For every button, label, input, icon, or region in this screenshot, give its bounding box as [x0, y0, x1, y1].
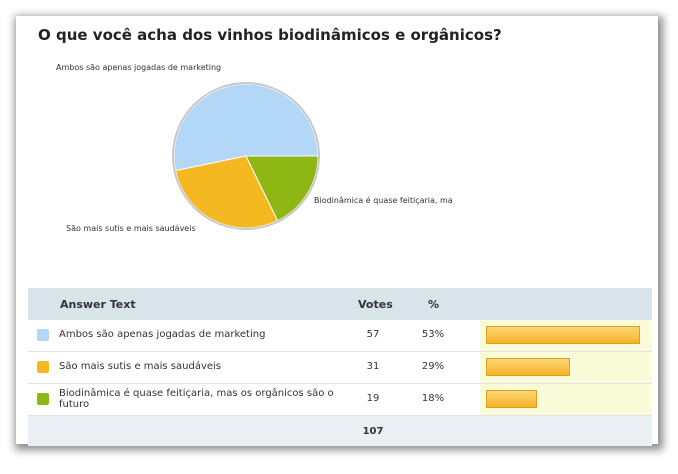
legend-swatch	[37, 329, 49, 341]
vote-bar	[486, 326, 640, 344]
table-row: Ambos são apenas jogadas de marketing 57 5…	[28, 320, 652, 352]
bar-cell	[480, 384, 652, 415]
slice-label: São mais sutis e mais saudáveis	[66, 224, 196, 233]
pie-slice	[174, 155, 279, 229]
slice-label: Ambos são apenas jogadas de marketing	[56, 63, 221, 72]
poll-card: O que você acha dos vinhos biodinâmicos …	[16, 16, 658, 446]
vote-count: 19	[366, 393, 380, 404]
pie-slice	[173, 83, 319, 172]
table-footer: 107	[28, 416, 652, 446]
bar-cell	[480, 352, 652, 383]
vote-percent: 29%	[421, 361, 445, 372]
legend-swatch	[37, 361, 49, 373]
answer-text: São mais sutis e mais saudáveis	[59, 361, 222, 372]
vote-count: 31	[366, 361, 380, 372]
pie-chart: Ambos são apenas jogadas de marketing São…	[56, 63, 453, 233]
pie-outline	[172, 82, 320, 230]
total-votes: 107	[362, 426, 384, 437]
pie-slice	[245, 155, 319, 222]
table-row: Biodinâmica é quase feitiçaria, mas os o…	[28, 384, 652, 416]
header-votes: Votes	[358, 298, 393, 311]
vote-percent: 18%	[421, 393, 445, 404]
vote-count: 57	[366, 329, 380, 340]
answer-text: Biodinâmica é quase feitiçaria, mas os o…	[59, 388, 334, 410]
answer-text: Ambos são apenas jogadas de marketing	[59, 329, 266, 340]
table-header: Answer Text Votes %	[28, 288, 652, 320]
results-table: Answer Text Votes % Ambos são apenas jog…	[28, 288, 652, 446]
table-row: São mais sutis e mais saudáveis 31 29%	[28, 352, 652, 384]
vote-percent: 53%	[421, 329, 445, 340]
legend-swatch	[37, 393, 49, 405]
slice-label: Biodinâmica é quase feitiçaria, ma	[314, 195, 453, 205]
poll-title: O que você acha dos vinhos biodinâmicos …	[38, 26, 502, 44]
header-answer-text: Answer Text	[60, 298, 136, 311]
vote-bar	[486, 358, 570, 376]
vote-bar	[486, 390, 537, 408]
bar-cell	[480, 320, 652, 351]
header-percent: %	[428, 298, 440, 311]
